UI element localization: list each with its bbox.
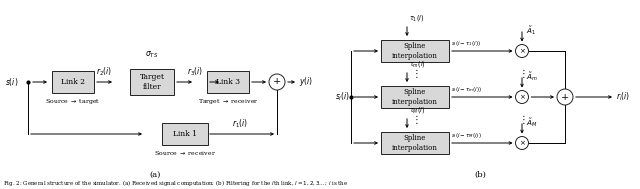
Text: Link 1: Link 1 — [173, 130, 197, 138]
Text: Link 2: Link 2 — [61, 78, 85, 86]
Text: $\tilde{A}_1$: $\tilde{A}_1$ — [526, 24, 536, 37]
Text: $\times$: $\times$ — [518, 139, 525, 147]
Text: $\tilde{A}_m$: $\tilde{A}_m$ — [526, 70, 538, 83]
Text: $r_l(i)$: $r_l(i)$ — [616, 91, 630, 103]
Circle shape — [557, 89, 573, 105]
Text: $\tau_m(i)$: $\tau_m(i)$ — [409, 59, 426, 69]
Text: $\tilde{A}_M$: $\tilde{A}_M$ — [526, 116, 538, 129]
Text: Target $\rightarrow$ receiver: Target $\rightarrow$ receiver — [198, 97, 259, 106]
Text: $\tau_M(i)$: $\tau_M(i)$ — [409, 105, 426, 115]
Text: Spline
interpolation: Spline interpolation — [392, 134, 438, 152]
Text: (b): (b) — [474, 171, 486, 179]
Text: $s(i)$: $s(i)$ — [5, 76, 19, 88]
Text: Link 3: Link 3 — [216, 78, 240, 86]
FancyBboxPatch shape — [381, 40, 449, 62]
Text: Spline
interpolation: Spline interpolation — [392, 88, 438, 106]
Text: Spline
interpolation: Spline interpolation — [392, 42, 438, 60]
FancyBboxPatch shape — [162, 123, 208, 145]
Text: Target
filter: Target filter — [140, 73, 164, 91]
FancyBboxPatch shape — [207, 71, 249, 93]
Text: $\vdots$: $\vdots$ — [412, 67, 419, 81]
Text: Source $\rightarrow$ target: Source $\rightarrow$ target — [45, 97, 100, 106]
Text: $\times$: $\times$ — [518, 47, 525, 55]
Text: $s_l(i-\tau_m(i))$: $s_l(i-\tau_m(i))$ — [451, 85, 482, 94]
Circle shape — [515, 44, 529, 57]
Text: $\times$: $\times$ — [518, 93, 525, 101]
Text: $r_3(i)$: $r_3(i)$ — [187, 66, 203, 78]
Text: Source $\rightarrow$ receiver: Source $\rightarrow$ receiver — [154, 149, 216, 157]
Text: (a): (a) — [149, 171, 161, 179]
Text: Fig. 2: General structure of the simulator. (a) Received signal computation; (b): Fig. 2: General structure of the simulat… — [3, 178, 348, 188]
FancyBboxPatch shape — [52, 71, 94, 93]
Circle shape — [515, 91, 529, 104]
Text: $s_l(i)$: $s_l(i)$ — [335, 91, 350, 103]
Text: $y(i)$: $y(i)$ — [299, 75, 313, 88]
Text: $s_l(i-\tau_1(i))$: $s_l(i-\tau_1(i))$ — [451, 39, 481, 48]
FancyBboxPatch shape — [381, 86, 449, 108]
Text: $\tau_1(i)$: $\tau_1(i)$ — [409, 13, 424, 23]
FancyBboxPatch shape — [130, 69, 174, 95]
Text: +: + — [273, 77, 281, 87]
Text: $\sigma_{TS}$: $\sigma_{TS}$ — [145, 50, 159, 60]
Text: $r_2(i)$: $r_2(i)$ — [96, 66, 112, 78]
Text: $\vdots$: $\vdots$ — [412, 114, 419, 126]
Text: $r_1(i)$: $r_1(i)$ — [232, 118, 248, 130]
Text: $\vdots$: $\vdots$ — [518, 67, 525, 81]
Circle shape — [515, 136, 529, 149]
Text: $\vdots$: $\vdots$ — [518, 114, 525, 126]
Text: +: + — [561, 92, 569, 101]
FancyBboxPatch shape — [381, 132, 449, 154]
Text: $s_l(i-\tau_M(i))$: $s_l(i-\tau_M(i))$ — [451, 131, 482, 140]
Circle shape — [269, 74, 285, 90]
